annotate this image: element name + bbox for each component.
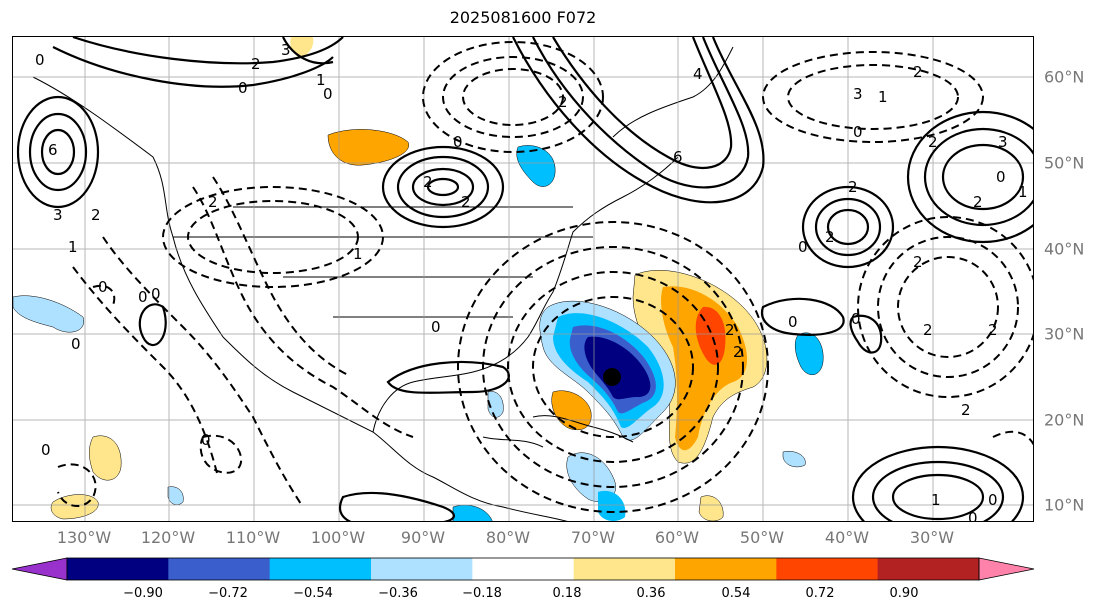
colorbar-segment <box>573 558 676 580</box>
contour-label: 1 <box>316 71 326 89</box>
contour-label: 0 <box>431 318 441 336</box>
colorbar-tick: −0.18 <box>462 586 502 601</box>
lon-label: 120°W <box>140 528 196 547</box>
contour-label: 0 <box>35 51 45 69</box>
contour-label: 2 <box>961 401 971 419</box>
contour-label: 3 <box>53 206 63 224</box>
colorbar-tick: −0.36 <box>378 586 418 601</box>
contour-label: 0 <box>71 335 81 353</box>
lon-label: 30°W <box>909 528 955 547</box>
lat-label: 10°N <box>1044 495 1085 515</box>
lon-label: 70°W <box>570 528 616 547</box>
negative-contours <box>57 41 1033 513</box>
colorbar-segment <box>776 558 879 580</box>
contour-label: 4 <box>693 65 703 83</box>
contour-label: 2 <box>988 321 998 339</box>
colorbar-extend-low <box>11 557 68 581</box>
positive-contours <box>16 37 1033 521</box>
shaded-anomalies <box>13 37 824 521</box>
colorbar-segment <box>675 558 777 580</box>
contour-label: 2 <box>913 253 923 271</box>
colorbar-tick: 0.72 <box>805 586 835 601</box>
contour-label: 0 <box>201 431 211 449</box>
contour-label: 0 <box>853 123 863 141</box>
contour-label: 2 <box>848 178 858 196</box>
contour-label: 0 <box>238 79 248 97</box>
contour-label: 2 <box>558 93 568 111</box>
colorbar-tick: −0.54 <box>293 586 333 601</box>
contour-label: 0 <box>788 313 798 331</box>
lat-label: 60°N <box>1044 67 1085 87</box>
contour-label: 0 <box>851 310 861 328</box>
contour-label: 0 <box>996 168 1006 186</box>
colorbar-tick: 0.36 <box>636 586 666 601</box>
contour-label: 1 <box>68 238 78 256</box>
contour-label: 6 <box>48 141 58 159</box>
colorbar-segment <box>67 558 169 580</box>
contour-label: 2 <box>825 228 835 246</box>
contour-label: 1 <box>353 245 363 263</box>
lat-label: 50°N <box>1044 153 1085 173</box>
contour-label: 2 <box>91 206 101 224</box>
contour-labels: 0 2 3 1 0 6 3 2 1 0 0 2 1 2 0 0 2 2 4 6 … <box>35 41 1028 522</box>
lon-label: 100°W <box>310 528 366 547</box>
map-title: 2025081600 F072 <box>449 8 597 27</box>
colorbar-outline <box>66 557 980 581</box>
contour-label: 1 <box>931 491 941 509</box>
weather-map: 0 2 3 1 0 6 3 2 1 0 0 2 1 2 0 0 2 2 4 6 … <box>13 37 1033 522</box>
colorbar-tick: 0.90 <box>889 586 919 601</box>
lon-label: 110°W <box>225 528 281 547</box>
contour-label: 2 <box>725 321 735 339</box>
coastlines <box>32 46 734 521</box>
map-panel: 0 2 3 1 0 6 3 2 1 0 0 2 1 2 0 0 2 2 4 6 … <box>12 36 1034 522</box>
colorbar-segment <box>472 558 575 580</box>
colorbar-tick: −0.90 <box>123 586 163 601</box>
lon-label: 40°W <box>824 528 870 547</box>
contour-label: 2 <box>913 63 923 81</box>
lat-label: 30°N <box>1044 324 1085 344</box>
contour-label: 2 <box>461 193 471 211</box>
contour-label: 3 <box>281 41 291 59</box>
lon-label: 90°W <box>400 528 446 547</box>
colorbar <box>11 557 1035 581</box>
colorbar-tick: 0.54 <box>721 586 751 601</box>
contour-label: 0 <box>151 285 161 303</box>
graticule <box>13 37 1033 521</box>
colorbar-tick: −0.72 <box>208 586 248 601</box>
contour-label: 3 <box>853 85 863 103</box>
contour-label: 2 <box>923 321 933 339</box>
contour-label: 0 <box>798 238 808 256</box>
contour-label: 2 <box>733 343 743 361</box>
contour-label: 0 <box>41 441 51 459</box>
contour-label: 2 <box>423 173 433 191</box>
lon-label: 80°W <box>485 528 531 547</box>
contour-label: 2 <box>251 55 261 73</box>
contour-label: 0 <box>968 509 978 522</box>
colorbar-segment <box>269 558 372 580</box>
colorbar-tick: 0.18 <box>552 586 582 601</box>
lon-label: 60°W <box>654 528 700 547</box>
storm-center-marker <box>603 368 621 386</box>
contour-label: 0 <box>98 278 108 296</box>
contour-label: 1 <box>1018 183 1028 201</box>
contour-label: 0 <box>138 288 148 306</box>
lon-label: 130°W <box>56 528 112 547</box>
colorbar-segment <box>168 558 271 580</box>
colorbar-extend-high <box>978 557 1035 581</box>
contour-label: 3 <box>998 133 1008 151</box>
colorbar-segment <box>877 558 980 580</box>
contour-label: 0 <box>988 491 998 509</box>
colorbar-segment <box>371 558 473 580</box>
contour-label: 2 <box>973 193 983 211</box>
contour-label: 0 <box>453 133 463 151</box>
contour-label: 2 <box>208 193 218 211</box>
lat-label: 20°N <box>1044 410 1085 430</box>
contour-label: 0 <box>323 85 333 103</box>
lat-label: 40°N <box>1044 239 1085 259</box>
contour-label: 2 <box>928 133 938 151</box>
contour-label: 1 <box>878 88 888 106</box>
lon-label: 50°W <box>739 528 785 547</box>
contour-label: 6 <box>673 148 683 166</box>
